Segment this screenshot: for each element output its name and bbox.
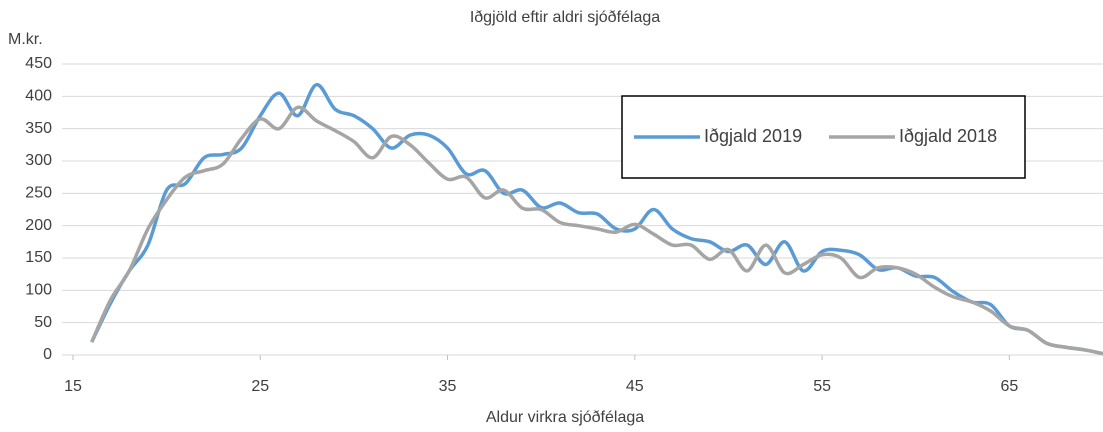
y-unit-label: M.kr. (8, 31, 43, 48)
y-tick-label: 250 (25, 185, 52, 202)
series-line (90, 82, 1103, 356)
y-tick-label: 100 (25, 282, 52, 299)
x-tick-label: 45 (626, 378, 644, 395)
x-tick-label: 25 (251, 378, 269, 395)
legend-box (621, 95, 1026, 179)
y-tick-label: 50 (34, 314, 52, 331)
x-tick-label: 55 (813, 378, 831, 395)
y-tick-label: 0 (43, 346, 52, 363)
y-tick-label: 150 (25, 249, 52, 266)
legend-label: Iðgjald 2018 (899, 126, 997, 146)
x-tick-label: 65 (1000, 378, 1018, 395)
y-tick-label: 300 (25, 152, 52, 169)
y-tick-label: 450 (25, 55, 52, 72)
y-tick-label: 400 (25, 88, 52, 105)
series-line (90, 105, 1103, 356)
legend-label: Iðgjald 2019 (704, 126, 802, 146)
y-tick-label: 200 (25, 217, 52, 234)
x-tick-label: 35 (439, 378, 457, 395)
y-tick-label: 350 (25, 120, 52, 137)
x-tick-label: 15 (64, 378, 82, 395)
x-axis-label: Aldur virkra sjóðfélaga (486, 409, 644, 426)
chart-title: Iðgjöld eftir aldri sjóðfélaga (470, 9, 660, 26)
